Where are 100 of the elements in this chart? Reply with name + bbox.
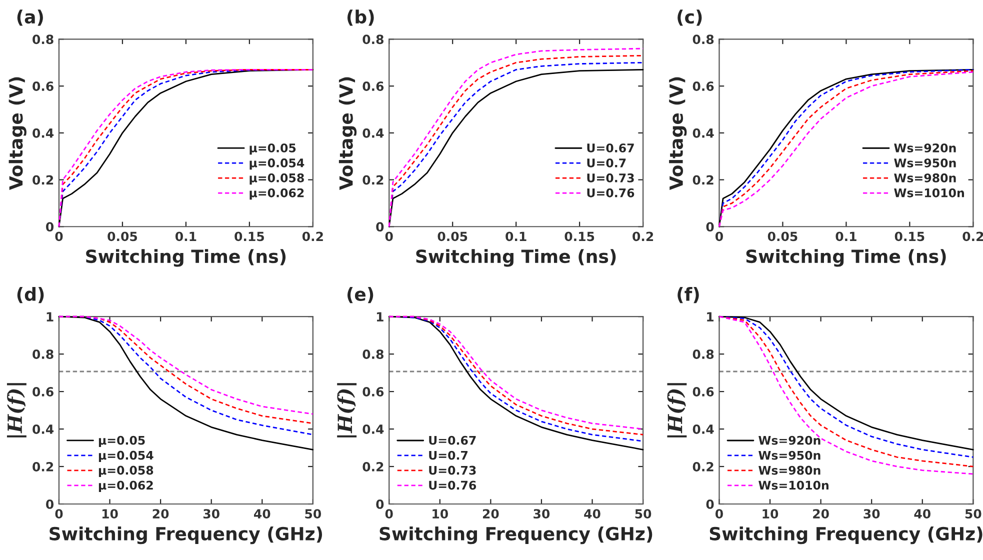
y-tick-label: 0 — [706, 222, 714, 232]
x-tick-label: 0.1 — [506, 232, 526, 242]
legend-label: U=0.67 — [587, 143, 634, 152]
x-tick-label: 0 — [55, 509, 63, 519]
x-tick-label: 0 — [55, 232, 63, 242]
legend-label: Ws=950n — [894, 158, 956, 168]
chart-title: (c) — [678, 10, 702, 26]
x-tick-label: 20 — [152, 509, 169, 519]
y-tick-label: 0.2 — [32, 175, 54, 185]
x-tick-label: 0.15 — [894, 232, 924, 242]
y-tick-label: 0.8 — [362, 34, 384, 44]
x-tick-label: 0.05 — [108, 232, 138, 242]
x-tick-label: 0 — [385, 509, 393, 519]
y-tick-label: 0 — [706, 499, 714, 509]
y-tick-label: 0 — [46, 499, 54, 509]
y-tick-label: 0.2 — [692, 462, 714, 472]
x-tick-label: 40 — [254, 509, 270, 519]
x-tick-label: 50 — [635, 509, 652, 519]
x-tick-label: 0 — [715, 232, 723, 242]
y-tick-label: 0.4 — [692, 424, 714, 434]
y-tick-label: 0 — [376, 499, 384, 509]
y-tick-label: 0.8 — [32, 34, 54, 44]
x-tick-label: 40 — [914, 509, 930, 519]
legend-label: Ws=920n — [758, 436, 820, 445]
y-tick-label: 0.6 — [32, 387, 54, 396]
y-tick-label: 1 — [707, 312, 714, 322]
chart-title: (f) — [678, 287, 699, 304]
chart-title: (e) — [347, 287, 374, 304]
y-tick-label: 0 — [46, 222, 54, 232]
legend-label: Ws=980n — [894, 173, 956, 182]
x-tick-label: 20 — [813, 509, 829, 519]
x-tick-label: 0.1 — [836, 232, 856, 242]
x-tick-label: 10 — [432, 509, 448, 519]
y-axis-title: Voltage (V) — [338, 77, 357, 190]
y-tick-label: 0.6 — [32, 82, 54, 91]
legend-label: Ws=950n — [758, 450, 820, 460]
legend-label: Ws=920n — [894, 143, 956, 152]
legend-label: U=0.67 — [429, 436, 476, 445]
x-axis-title: Switching Time (ns) — [416, 249, 616, 267]
y-tick-label: 0.2 — [32, 462, 54, 472]
y-tick-label: 1 — [46, 312, 54, 322]
x-tick-label: 30 — [534, 509, 550, 519]
x-axis-title: Switching Time (ns) — [746, 249, 946, 267]
y-tick-label: 0.8 — [362, 350, 384, 359]
y-tick-label: 0.8 — [692, 350, 714, 359]
legend-label: μ=0.05 — [250, 143, 296, 155]
x-axis-title: Switching Time (ns) — [86, 249, 286, 267]
legend-label: μ=0.058 — [98, 466, 154, 478]
x-tick-label: 50 — [965, 509, 982, 519]
x-tick-label: 0.1 — [175, 232, 196, 242]
y-tick-label: 0.6 — [362, 82, 384, 91]
y-tick-label: 0.4 — [32, 424, 54, 434]
legend-label: Ws=1010n — [758, 480, 828, 490]
x-tick-label: 0.15 — [564, 232, 594, 242]
y-tick-label: 0.4 — [32, 128, 54, 138]
x-axis-title: Switching Frequency (GHz) — [710, 526, 982, 544]
y-tick-label: 0.8 — [32, 350, 54, 359]
y-tick-label: 0.6 — [362, 387, 384, 396]
y-tick-label: 1 — [376, 312, 384, 322]
y-tick-label: 0 — [376, 222, 384, 232]
y-axis-title: Voltage (V) — [669, 77, 687, 190]
x-tick-label: 0.2 — [302, 232, 323, 242]
x-axis-title: Switching Frequency (GHz) — [50, 526, 322, 544]
x-tick-label: 0 — [715, 509, 723, 519]
x-tick-label: 0 — [385, 232, 393, 242]
legend-label: μ=0.054 — [98, 450, 154, 462]
x-tick-label: 30 — [864, 509, 880, 519]
legend-label: U=0.76 — [587, 188, 634, 198]
x-tick-label: 10 — [762, 509, 778, 519]
y-tick-label: 0.2 — [692, 175, 714, 185]
x-tick-label: 20 — [482, 509, 499, 519]
y-tick-label: 0.6 — [692, 387, 714, 396]
legend-label: Ws=1010n — [894, 188, 964, 198]
y-tick-label: 0.4 — [692, 128, 714, 138]
legend-label: U=0.7 — [587, 158, 626, 168]
y-tick-label: 0.8 — [692, 34, 714, 44]
x-tick-label: 0.2 — [962, 232, 983, 242]
legend-label: μ=0.062 — [250, 188, 304, 200]
legend-label: U=0.73 — [587, 173, 634, 182]
y-tick-label: 0.4 — [362, 424, 384, 434]
x-tick-label: 50 — [305, 509, 322, 519]
legend-label: μ=0.05 — [98, 436, 145, 448]
x-tick-label: 30 — [203, 509, 220, 519]
y-axis-title: |H(f)| — [337, 383, 357, 438]
x-tick-label: 0.2 — [632, 232, 654, 242]
y-tick-label: 0.2 — [362, 462, 384, 472]
x-tick-label: 0.05 — [768, 232, 798, 242]
legend-label: μ=0.058 — [250, 173, 304, 185]
x-axis-title: Switching Frequency (GHz) — [380, 526, 652, 544]
chart-title: (a) — [17, 10, 43, 26]
y-tick-label: 0.2 — [362, 175, 384, 185]
y-tick-label: 0.4 — [362, 128, 384, 138]
y-axis-title: Voltage (V) — [8, 77, 26, 190]
x-tick-label: 40 — [584, 509, 600, 519]
legend-label: U=0.76 — [429, 480, 476, 490]
legend-label: μ=0.062 — [98, 480, 153, 492]
x-tick-label: 0.05 — [438, 232, 468, 242]
legend-label: U=0.7 — [429, 450, 468, 460]
y-axis-title: |H(f)| — [667, 383, 687, 438]
legend-label: U=0.73 — [429, 466, 476, 475]
